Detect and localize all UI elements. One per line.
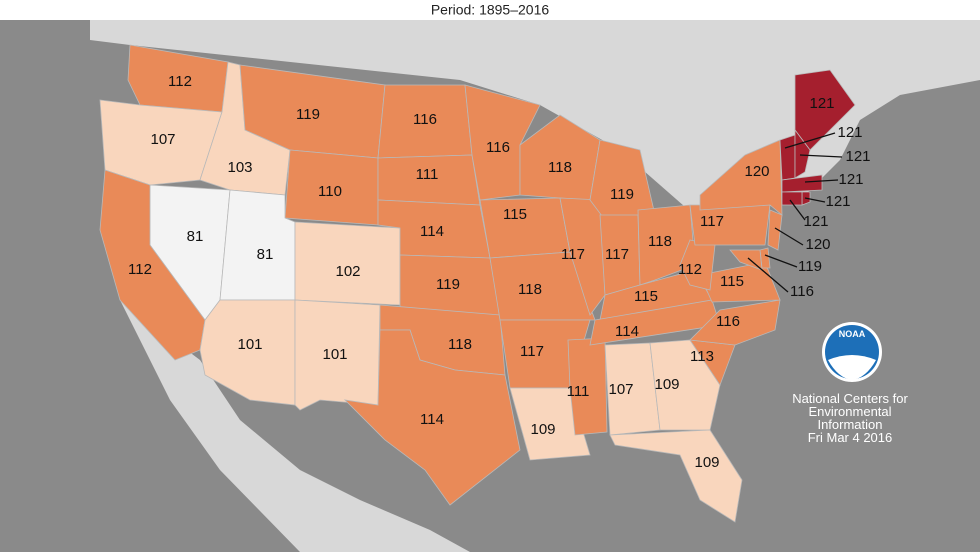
- state-value: 107: [150, 131, 175, 148]
- state-value: 112: [168, 73, 192, 90]
- state: [689, 299, 781, 346]
- state-value: 117: [605, 246, 629, 263]
- state-value: 114: [420, 223, 444, 240]
- logo-wave: [828, 355, 876, 380]
- state-value: 115: [634, 288, 658, 305]
- state-value: 116: [486, 139, 510, 156]
- states: 112 107 103 119 110 81 112 81 102 101 101 116 111 114…: [99, 44, 871, 523]
- state-value: 103: [227, 159, 252, 176]
- state-value: 114: [615, 323, 639, 340]
- state: [343, 329, 521, 506]
- state-value: 120: [805, 236, 830, 253]
- state-value: 109: [694, 454, 719, 471]
- state-value: 102: [335, 263, 360, 280]
- state: [794, 69, 856, 151]
- credit-line: National Centers for: [792, 391, 908, 406]
- mexico: [120, 300, 470, 552]
- state-value: 121: [809, 95, 834, 112]
- state-value: 120: [744, 163, 769, 180]
- state-value: 121: [803, 213, 828, 230]
- state-value: 118: [548, 159, 572, 176]
- state-value: 112: [128, 261, 152, 278]
- state-value: 117: [520, 343, 544, 360]
- state: [649, 339, 721, 431]
- state-value: 119: [296, 106, 320, 123]
- state-value: 107: [608, 381, 633, 398]
- state-value: 111: [416, 166, 439, 183]
- state-value: 121: [825, 193, 850, 210]
- credits: National Centers forEnvironmentalInforma…: [792, 391, 908, 445]
- state-value: 81: [257, 246, 274, 263]
- state-value: 118: [448, 336, 472, 353]
- title-strip: [0, 0, 980, 20]
- state-value: 121: [837, 124, 862, 141]
- state-value: 121: [838, 171, 863, 188]
- state-value: 101: [237, 336, 262, 353]
- state-value: 117: [700, 213, 724, 230]
- state-value: 113: [690, 348, 714, 365]
- state-value: 81: [187, 228, 204, 245]
- credit-line: Information: [817, 417, 882, 432]
- state-value: 115: [503, 206, 527, 223]
- state: [699, 261, 781, 303]
- state-value: 114: [420, 411, 444, 428]
- state: [509, 387, 591, 461]
- state-value: 118: [518, 281, 542, 298]
- credit-line: Fri Mar 4 2016: [808, 430, 893, 445]
- state-value: 121: [845, 148, 870, 165]
- logo-text: NOAA: [839, 329, 866, 339]
- state-value: 116: [716, 313, 740, 330]
- credit-line: Environmental: [808, 404, 891, 419]
- state: [781, 191, 803, 206]
- state-value: 101: [322, 346, 347, 363]
- state: [609, 429, 743, 523]
- state-value: 119: [610, 186, 634, 203]
- state-value: 116: [790, 283, 814, 300]
- state-value: 119: [436, 276, 460, 293]
- callouts: [747, 132, 843, 293]
- state-value: 117: [561, 246, 585, 263]
- state: [779, 134, 796, 181]
- state-value: 110: [318, 183, 342, 200]
- state-value: 119: [798, 258, 822, 275]
- state: [781, 174, 823, 193]
- state: [767, 209, 783, 251]
- state-value: 112: [678, 261, 702, 278]
- state-value: 115: [720, 273, 744, 290]
- state-value: 118: [648, 233, 672, 250]
- state-value: 109: [654, 376, 679, 393]
- state-value: 116: [413, 111, 437, 128]
- state-value: 111: [567, 383, 590, 400]
- state: [794, 128, 811, 179]
- map-title: Period: 1895–2016: [431, 2, 550, 18]
- state-value: 109: [530, 421, 555, 438]
